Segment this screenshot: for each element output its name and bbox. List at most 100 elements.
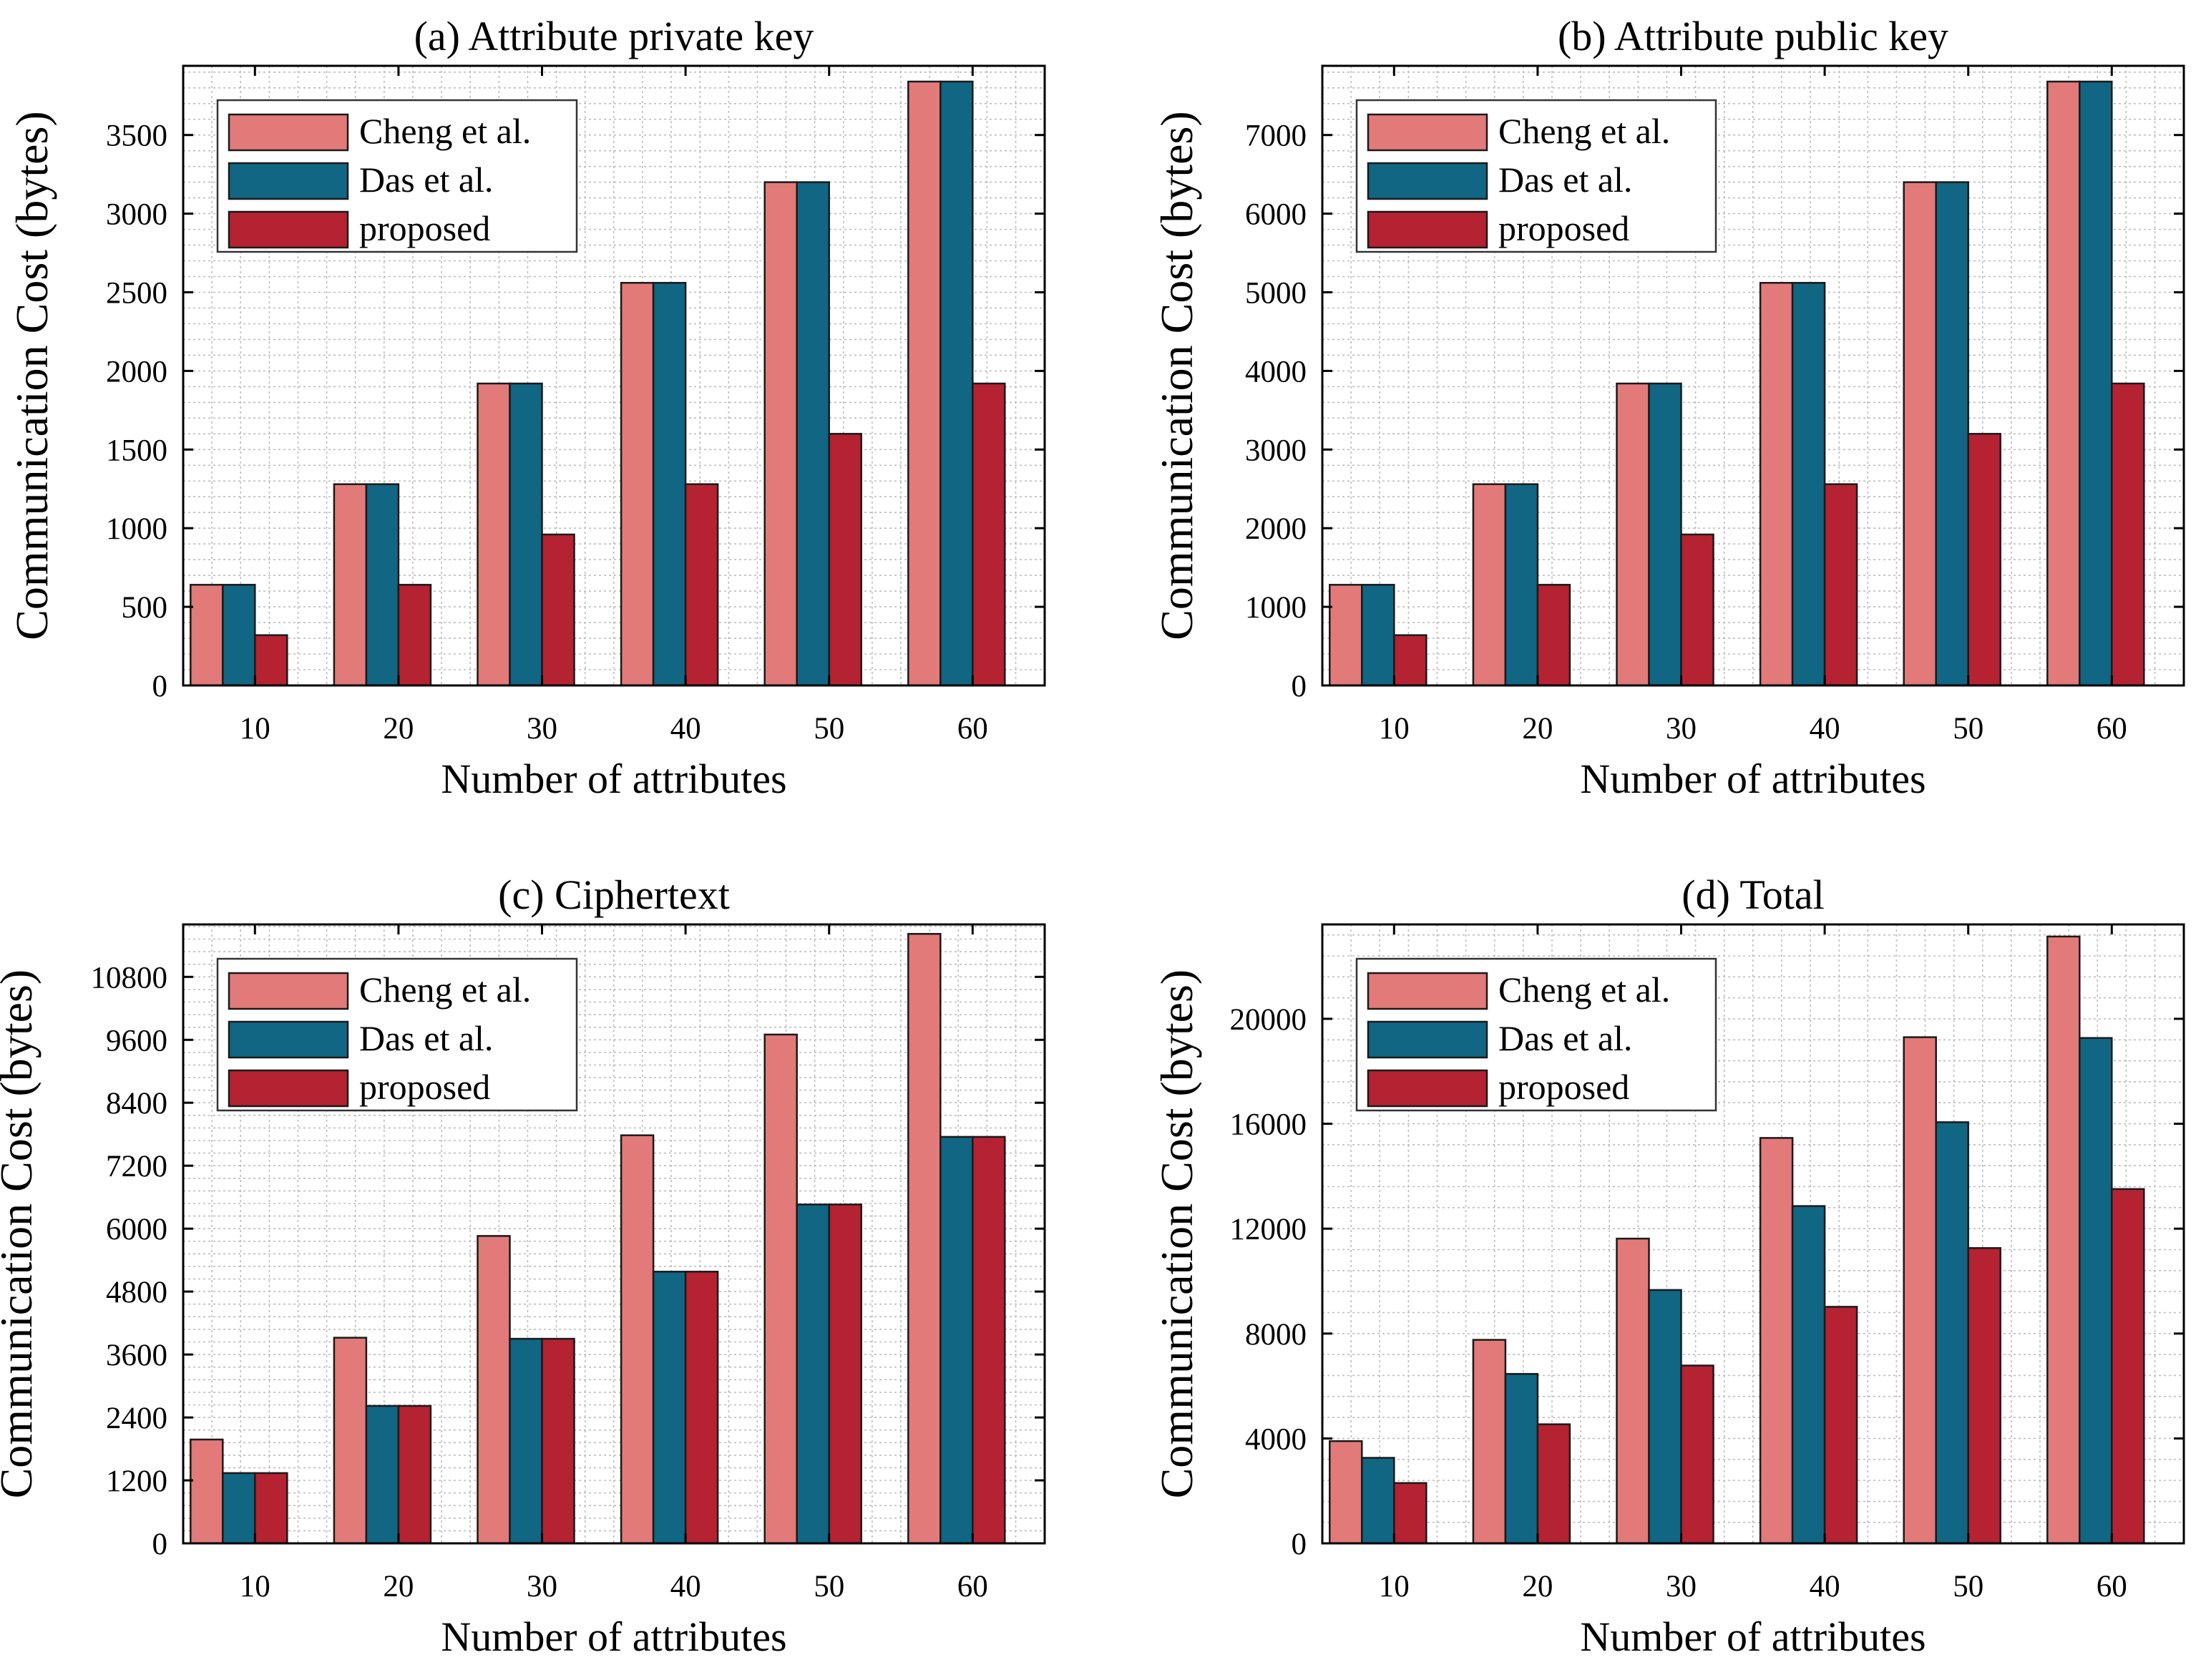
x-tick-label: 20 [383,1570,414,1603]
bar-das-60 [2079,1037,2113,1545]
y-axis-label: Communication Cost (bytes) [0,970,42,1499]
bar-das-50 [796,1203,830,1545]
bar-proposed-20 [397,1405,432,1545]
legend-label-cheng: Cheng et al. [359,111,531,151]
y-tick-label: 20000 [1230,1003,1307,1037]
bar-das-50 [1935,181,1969,687]
x-tick-label: 30 [1666,712,1697,746]
legend-label-proposed: proposed [359,208,490,248]
legend-label-cheng: Cheng et al. [359,970,531,1010]
legend-swatch-cheng [228,113,349,152]
x-tick-label: 20 [1522,712,1553,746]
legend-label-proposed: proposed [1498,1067,1629,1107]
y-tick-label: 2400 [106,1402,167,1435]
bar-cheng-50 [1903,181,1937,687]
bar-das-20 [365,483,400,687]
legend: Cheng et al. Das et al. proposed [216,957,578,1112]
legend-swatch-proposed [1367,1069,1488,1108]
chart-panel-2: 0 1000 2000 3000 4000 5000 6000 7000 10 20 30 40 50 6… [1151,13,2185,802]
x-tick-label: 40 [670,1570,701,1603]
x-tick-label: 30 [1666,1570,1697,1603]
x-tick-label: 40 [1810,712,1840,746]
bar-proposed-40 [684,483,719,687]
chart-panel-3: 0 1200 2400 3600 4800 6000 7200 8400 9600 10800 10… [0,871,1046,1660]
bar-proposed-20 [1536,584,1571,687]
x-tick-label: 30 [527,712,557,746]
chart-title: (a) Attribute private key [414,13,814,59]
bar-das-60 [940,1136,974,1545]
y-tick-label: 3600 [106,1339,167,1372]
y-tick-label: 1500 [106,434,167,467]
legend: Cheng et al. Das et al. proposed [1355,957,1717,1112]
y-tick-label: 4000 [1245,1422,1307,1456]
x-tick-label: 10 [1379,1570,1410,1603]
bar-proposed-40 [1823,483,1858,687]
legend-swatch-proposed [1367,210,1488,249]
bar-proposed-20 [397,584,432,687]
y-tick-label: 0 [1292,670,1307,703]
y-tick-label: 0 [152,1528,168,1561]
chart-title: (b) Attribute public key [1558,13,1948,59]
x-tick-label: 40 [670,712,701,746]
y-tick-label: 4800 [106,1276,167,1309]
chart-panel-1: 0 500 1000 1500 2000 2500 3000 3500 10 20 30 40 50 60… [6,13,1046,802]
bar-proposed-50 [828,433,862,687]
bar-proposed-30 [541,533,575,687]
bar-proposed-10 [254,634,288,687]
y-tick-label: 7000 [1245,119,1307,153]
y-tick-label: 16000 [1230,1108,1307,1142]
x-tick-label: 10 [1379,712,1410,746]
legend-swatch-das [228,162,349,200]
x-tick-label: 60 [2097,712,2127,746]
y-tick-label: 6000 [1245,198,1307,232]
bar-cheng-20 [1472,1339,1507,1545]
bar-cheng-40 [620,1134,655,1545]
bar-proposed-60 [2111,382,2145,687]
y-tick-label: 8400 [106,1087,167,1120]
y-tick-label: 8000 [1245,1318,1307,1352]
bar-proposed-50 [828,1203,862,1545]
x-axis-label: Number of attributes [441,1613,786,1660]
bar-cheng-60 [2046,935,2081,1545]
bar-cheng-60 [2046,80,2081,687]
legend-label-das: Das et al. [1498,160,1632,200]
bars [190,932,1006,1545]
y-tick-label: 3500 [106,119,167,153]
bar-cheng-50 [1903,1036,1937,1545]
legend-label-cheng: Cheng et al. [1498,111,1670,151]
bar-cheng-30 [1616,382,1650,687]
x-tick-label: 10 [240,712,270,746]
y-tick-label: 10800 [91,961,168,995]
y-tick-label: 4000 [1245,355,1307,389]
bar-cheng-10 [190,1438,224,1545]
x-tick-label: 60 [957,1570,988,1603]
y-tick-label: 2500 [106,277,167,311]
axes-frame [1321,923,2185,1545]
y-tick-label: 7200 [106,1150,167,1183]
legend-swatch-cheng [1367,113,1488,152]
bar-cheng-40 [1759,1137,1794,1545]
bar-proposed-50 [1967,1247,2001,1545]
legend: Cheng et al. Das et al. proposed [216,99,578,253]
y-tick-label: 1000 [1245,591,1307,625]
bar-das-60 [2079,80,2113,687]
bar-proposed-40 [684,1271,719,1545]
bar-proposed-20 [1536,1423,1571,1545]
x-tick-label: 20 [1522,1570,1553,1603]
bar-proposed-60 [972,1136,1006,1545]
grid [1322,66,2184,685]
axes-frame [1321,64,2185,687]
y-tick-label: 500 [122,591,168,625]
bar-das-10 [222,1472,256,1545]
y-tick-label: 0 [1292,1528,1307,1561]
legend-label-das: Das et al. [359,160,493,200]
bar-das-40 [652,282,687,687]
bar-proposed-40 [1823,1306,1858,1545]
bar-cheng-20 [1472,483,1507,687]
bar-proposed-30 [1680,1364,1714,1545]
bar-das-30 [509,382,543,687]
legend-label-cheng: Cheng et al. [1498,970,1670,1010]
y-axis-label: Communication Cost (bytes) [6,111,57,640]
bar-proposed-10 [254,1472,288,1545]
